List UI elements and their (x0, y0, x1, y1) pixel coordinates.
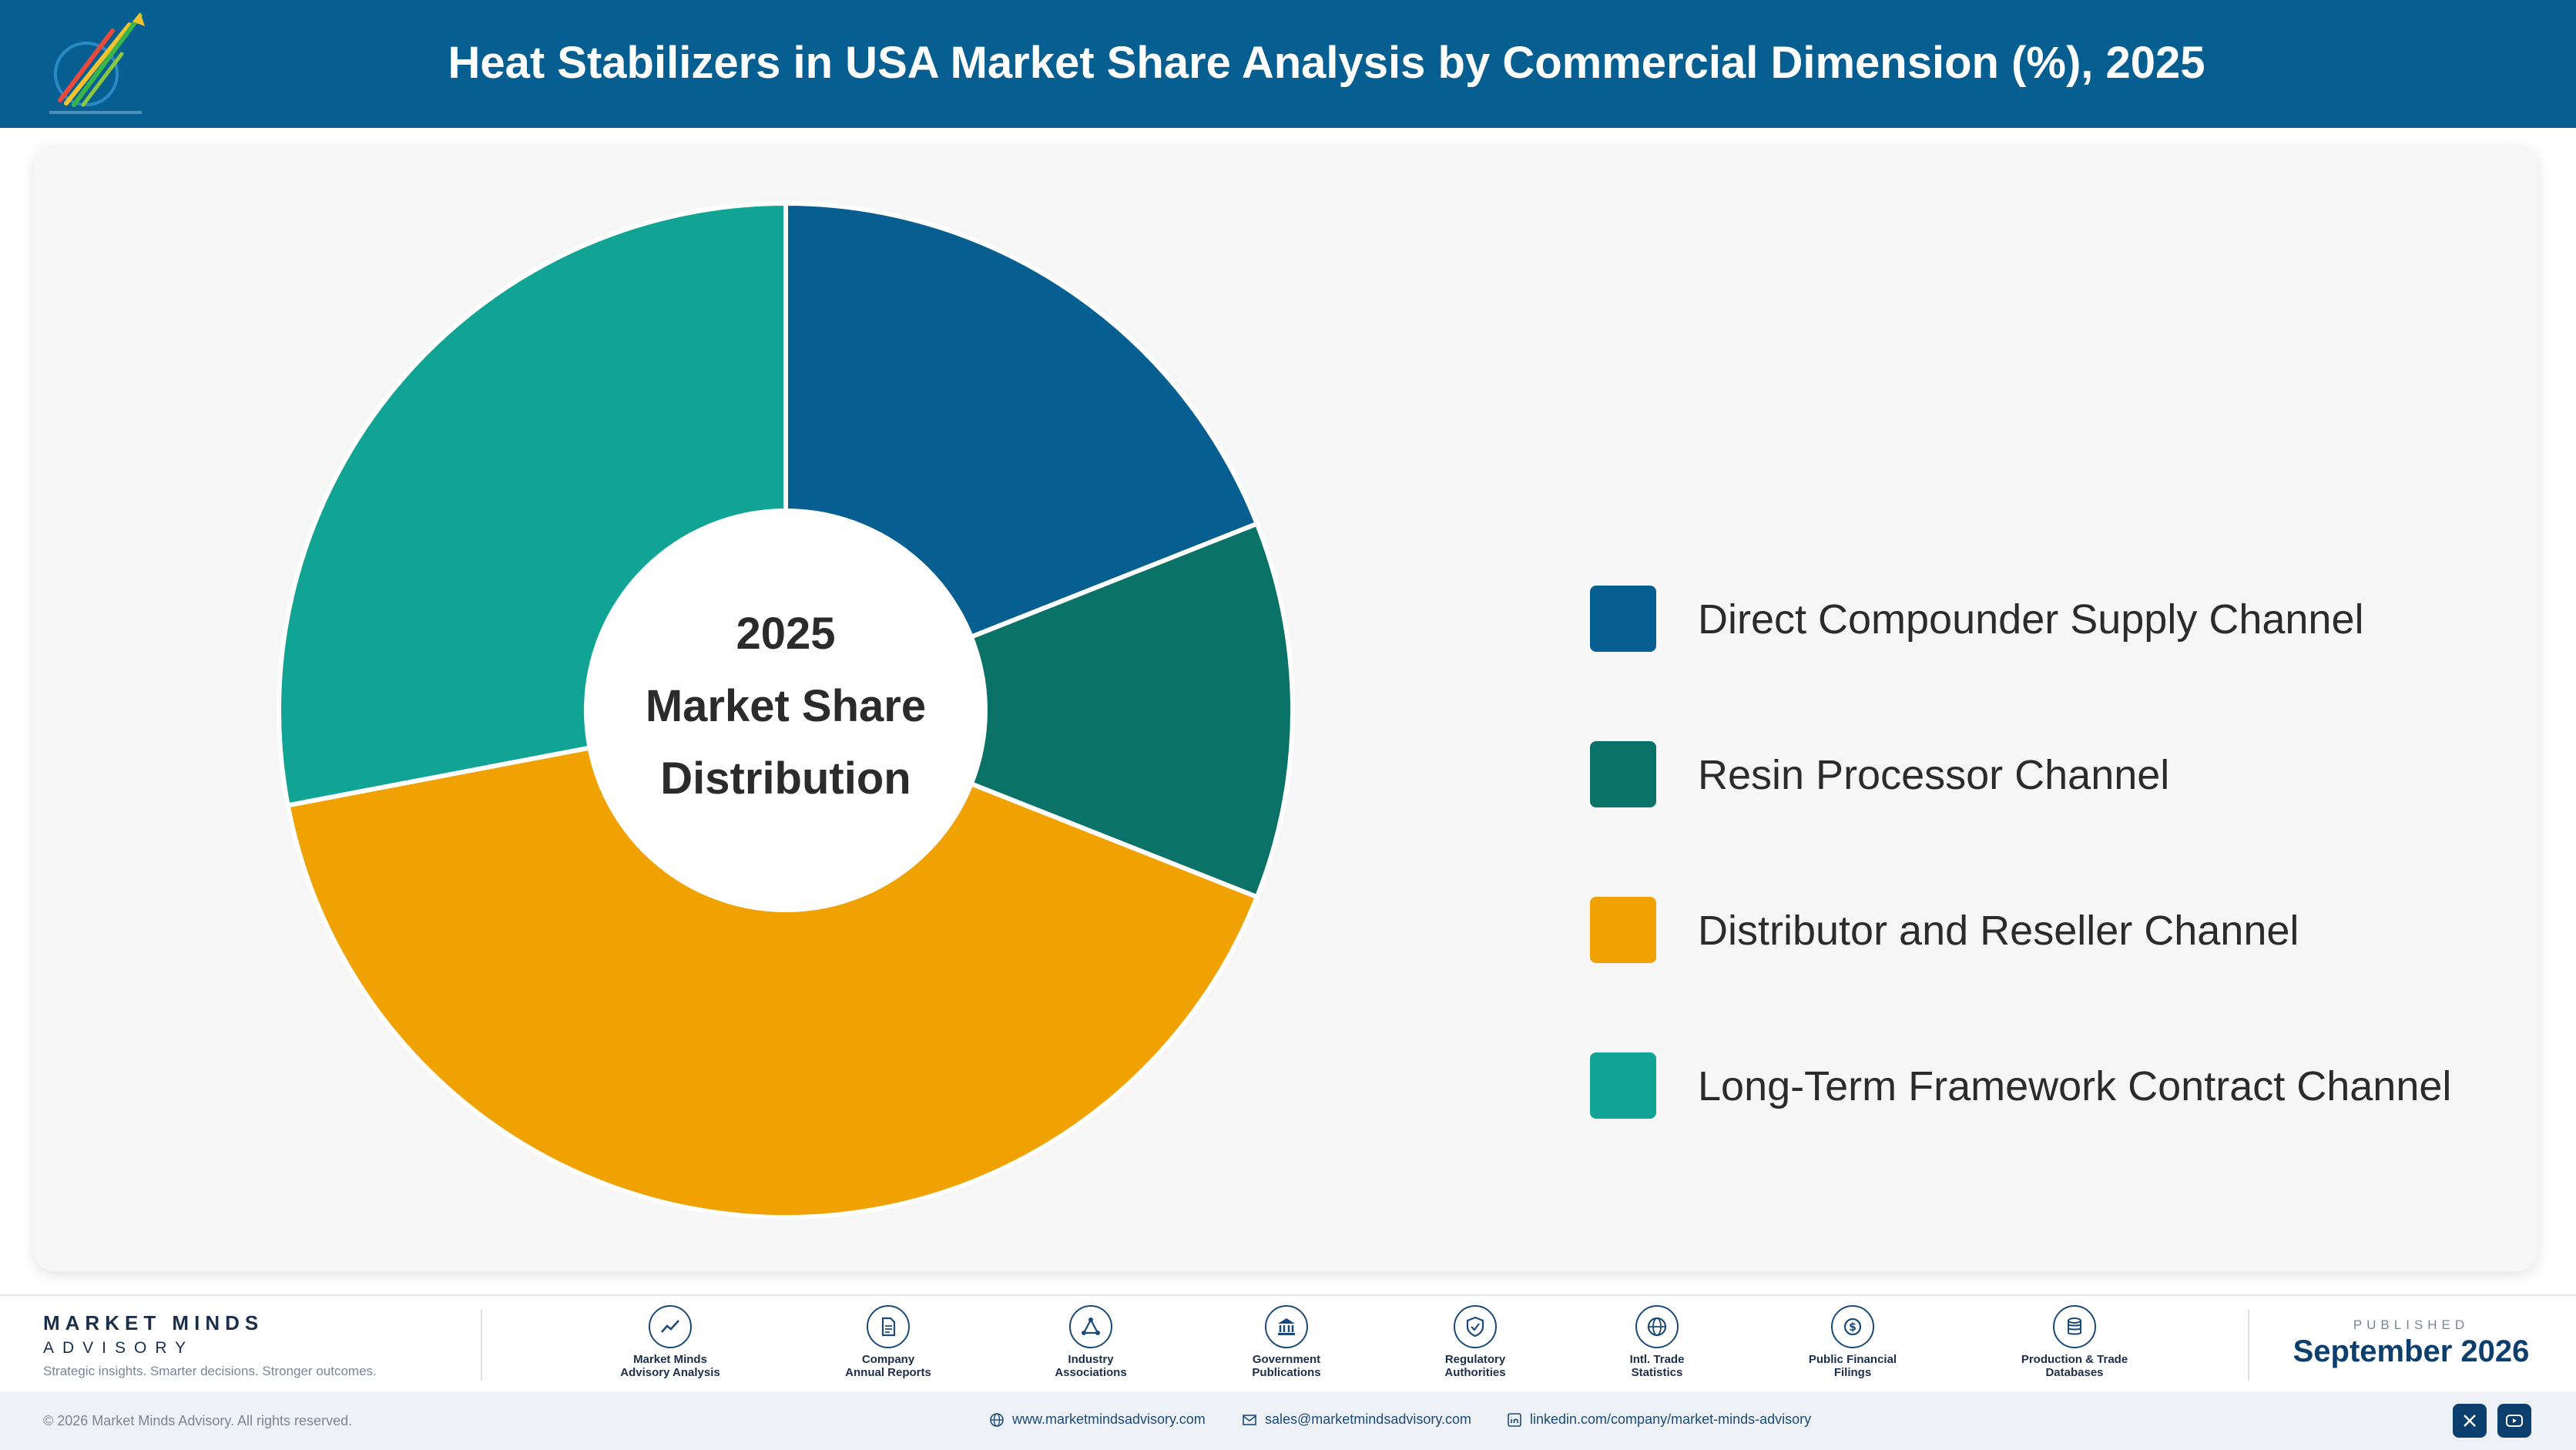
source-public-filings: $ Public Financial Filings (1776, 1305, 1930, 1379)
source-line2: Filings (1833, 1366, 1872, 1379)
legend-item-direct-compounder: Direct Compounder Supply Channel (1590, 586, 2514, 653)
legend-swatch (1590, 741, 1656, 807)
donut-chart: 2025 Market Share Distribution (277, 200, 1295, 1220)
source-line2: Databases (2045, 1366, 2104, 1379)
source-annual-reports: Company Annual Reports (811, 1305, 965, 1379)
slice-distributor-reseller (285, 707, 1260, 1220)
brand-sub: ADVISORY (43, 1339, 195, 1357)
svg-text:$: $ (1849, 1321, 1857, 1334)
linkedin-text: linkedin.com/company/market-minds-adviso… (1530, 1411, 1812, 1427)
linkedin-icon (1508, 1413, 1521, 1428)
source-line2: Authorities (1444, 1366, 1506, 1379)
brand-name: MARKET MINDS (43, 1311, 264, 1334)
mail-icon (1243, 1415, 1256, 1426)
divider (2248, 1310, 2249, 1381)
donut-hole (584, 509, 988, 912)
globe-icon (1635, 1305, 1679, 1348)
source-line2: Statistics (1631, 1366, 1683, 1379)
email-link[interactable]: sales@marketmindsadvisory.com (1242, 1411, 1471, 1428)
legend-item-long-term-framework: Long-Term Framework Contract Channel (1590, 1052, 2514, 1120)
website-link[interactable]: www.marketmindsadvisory.com (989, 1411, 1206, 1428)
legend-item-resin-processor: Resin Processor Channel (1590, 741, 2514, 809)
x-icon[interactable] (2453, 1404, 2487, 1438)
document-icon (867, 1305, 910, 1348)
legend-label: Distributor and Reseller Channel (1698, 908, 2299, 954)
legend-label: Long-Term Framework Contract Channel (1698, 1063, 2452, 1109)
footer: MARKET MINDS ADVISORY Strategic insights… (0, 1294, 2576, 1391)
source-line1: Industry (1068, 1353, 1114, 1366)
legend-swatch (1590, 1052, 1656, 1119)
divider (481, 1310, 482, 1381)
source-industry-associations: Industry Associations (1014, 1305, 1168, 1379)
source-trade-statistics: Intl. Trade Statistics (1580, 1305, 1734, 1379)
dollar-coin-icon: $ (1831, 1305, 1874, 1348)
linkedin-link[interactable]: linkedin.com/company/market-minds-adviso… (1507, 1411, 1811, 1428)
footer-bar: © 2026 Market Minds Advisory. All rights… (0, 1391, 2576, 1450)
shield-check-icon (1454, 1305, 1497, 1348)
source-line1: Public Financial (1808, 1353, 1897, 1366)
published-date: September 2026 (2293, 1334, 2530, 1368)
database-icon (2053, 1305, 2096, 1348)
source-regulatory-authorities: Regulatory Authorities (1398, 1305, 1552, 1379)
slice-resin-processor (779, 520, 1295, 901)
brand-tagline: Strategic insights. Smarter decisions. S… (43, 1364, 377, 1378)
source-trade-databases: Production & Trade Databases (1997, 1305, 2152, 1379)
email-text: sales@marketmindsadvisory.com (1265, 1411, 1472, 1427)
source-line1: Market Minds (633, 1353, 707, 1366)
source-line2: Annual Reports (845, 1366, 931, 1379)
legend-swatch (1590, 586, 1656, 652)
legend-swatch (1590, 897, 1656, 963)
data-sources: Market Minds Advisory Analysis Company Ann… (593, 1305, 2172, 1390)
published-label: PUBLISHED (2353, 1317, 2470, 1332)
source-line2: Advisory Analysis (620, 1366, 720, 1379)
source-government-publications: Government Publications (1209, 1305, 1363, 1379)
page-title: Heat Stabilizers in USA Market Share Ana… (448, 38, 2205, 88)
website-text: www.marketmindsadvisory.com (1012, 1411, 1206, 1427)
trend-line-icon (649, 1305, 692, 1348)
donut-center-text: Market Share (646, 681, 926, 731)
source-line2: Associations (1055, 1366, 1127, 1379)
government-building-icon (1265, 1305, 1308, 1348)
donut-center-text: Distribution (660, 754, 911, 804)
youtube-icon[interactable] (2497, 1404, 2531, 1438)
chart-card: 2025 Market Share Distribution Direct Comp… (34, 146, 2537, 1271)
source-line1: Company (861, 1353, 915, 1366)
donut-center-text: 2025 (736, 609, 835, 659)
source-line1: Government (1252, 1353, 1321, 1366)
globe-icon (990, 1413, 1004, 1428)
copyright-text: © 2026 Market Minds Advisory. All rights… (43, 1413, 353, 1428)
market-minds-logo-icon (49, 12, 145, 114)
source-line1: Production & Trade (2021, 1353, 2128, 1366)
legend-label: Resin Processor Channel (1698, 752, 2170, 798)
source-line1: Regulatory (1444, 1353, 1506, 1366)
legend-item-distributor-reseller: Distributor and Reseller Channel (1590, 897, 2514, 965)
source-line1: Intl. Trade (1629, 1353, 1685, 1366)
network-icon (1069, 1305, 1112, 1348)
legend-label: Direct Compounder Supply Channel (1698, 596, 2364, 643)
source-line2: Publications (1252, 1366, 1321, 1379)
source-advisory-analysis: Market Minds Advisory Analysis (593, 1305, 747, 1379)
header-bar: Heat Stabilizers in USA Market Share Ana… (0, 0, 2576, 128)
